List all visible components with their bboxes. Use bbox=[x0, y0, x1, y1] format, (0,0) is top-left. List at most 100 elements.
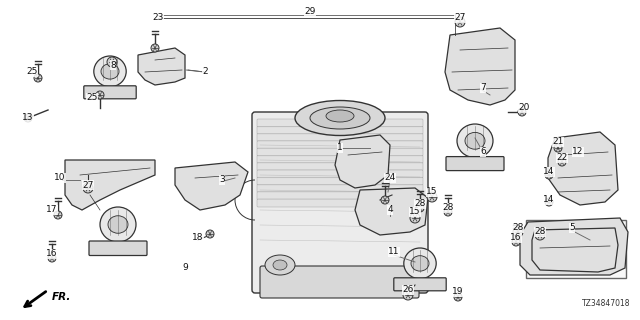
Circle shape bbox=[54, 211, 62, 219]
Circle shape bbox=[381, 196, 389, 204]
Circle shape bbox=[96, 91, 104, 99]
Circle shape bbox=[554, 144, 562, 152]
Ellipse shape bbox=[273, 260, 287, 270]
Text: 25: 25 bbox=[26, 68, 38, 76]
Text: 23: 23 bbox=[152, 13, 164, 22]
Text: 18: 18 bbox=[192, 234, 204, 243]
FancyBboxPatch shape bbox=[260, 266, 419, 298]
Text: 26: 26 bbox=[403, 285, 413, 294]
Ellipse shape bbox=[326, 110, 354, 122]
Text: 19: 19 bbox=[452, 287, 464, 297]
FancyBboxPatch shape bbox=[394, 278, 446, 291]
Ellipse shape bbox=[101, 64, 119, 79]
Text: 13: 13 bbox=[22, 114, 34, 123]
Circle shape bbox=[545, 171, 553, 179]
Circle shape bbox=[24, 114, 32, 122]
Text: 28: 28 bbox=[414, 199, 426, 209]
Circle shape bbox=[34, 74, 42, 82]
Circle shape bbox=[444, 208, 452, 216]
Text: 14: 14 bbox=[543, 167, 555, 177]
Text: 8: 8 bbox=[110, 60, 116, 69]
Circle shape bbox=[455, 17, 465, 27]
FancyBboxPatch shape bbox=[257, 170, 423, 178]
Circle shape bbox=[83, 183, 93, 193]
FancyBboxPatch shape bbox=[257, 156, 423, 164]
Circle shape bbox=[513, 227, 523, 237]
Text: 28: 28 bbox=[534, 228, 546, 236]
Circle shape bbox=[410, 213, 420, 223]
Ellipse shape bbox=[411, 256, 429, 271]
Circle shape bbox=[416, 204, 424, 212]
Text: 12: 12 bbox=[572, 148, 584, 156]
Text: 28: 28 bbox=[512, 223, 524, 233]
Ellipse shape bbox=[100, 207, 136, 242]
Text: 21: 21 bbox=[552, 138, 564, 147]
Ellipse shape bbox=[94, 56, 126, 87]
Polygon shape bbox=[445, 28, 515, 105]
Circle shape bbox=[427, 192, 437, 202]
FancyBboxPatch shape bbox=[257, 177, 423, 185]
Text: 25: 25 bbox=[86, 93, 98, 102]
FancyBboxPatch shape bbox=[257, 141, 423, 149]
FancyBboxPatch shape bbox=[526, 220, 626, 278]
FancyBboxPatch shape bbox=[257, 192, 423, 200]
Polygon shape bbox=[138, 48, 185, 85]
FancyBboxPatch shape bbox=[257, 126, 423, 134]
Text: 10: 10 bbox=[54, 173, 66, 182]
Ellipse shape bbox=[108, 216, 128, 233]
Ellipse shape bbox=[310, 107, 370, 129]
Text: 27: 27 bbox=[454, 13, 466, 22]
Circle shape bbox=[512, 238, 520, 246]
Text: 6: 6 bbox=[480, 148, 486, 156]
FancyBboxPatch shape bbox=[446, 156, 504, 171]
Circle shape bbox=[48, 254, 56, 262]
Text: 20: 20 bbox=[518, 103, 530, 113]
Ellipse shape bbox=[295, 100, 385, 135]
Text: 11: 11 bbox=[388, 247, 400, 257]
Text: 27: 27 bbox=[83, 180, 93, 189]
Circle shape bbox=[545, 198, 553, 206]
Ellipse shape bbox=[465, 132, 485, 149]
Text: 4: 4 bbox=[387, 205, 393, 214]
Text: TZ34847018: TZ34847018 bbox=[582, 299, 630, 308]
Text: 29: 29 bbox=[304, 7, 316, 17]
Circle shape bbox=[454, 293, 462, 301]
FancyBboxPatch shape bbox=[252, 112, 428, 293]
FancyBboxPatch shape bbox=[257, 148, 423, 156]
Ellipse shape bbox=[404, 248, 436, 279]
FancyBboxPatch shape bbox=[84, 86, 136, 99]
FancyBboxPatch shape bbox=[257, 163, 423, 171]
Text: 14: 14 bbox=[543, 196, 555, 204]
Ellipse shape bbox=[265, 255, 295, 275]
Text: 17: 17 bbox=[46, 205, 58, 214]
Text: 22: 22 bbox=[556, 154, 568, 163]
Text: 15: 15 bbox=[409, 207, 420, 217]
Circle shape bbox=[107, 57, 117, 67]
Polygon shape bbox=[548, 132, 618, 205]
FancyBboxPatch shape bbox=[89, 241, 147, 255]
Text: 1: 1 bbox=[337, 143, 343, 153]
Circle shape bbox=[535, 230, 545, 240]
FancyBboxPatch shape bbox=[257, 133, 423, 141]
Polygon shape bbox=[65, 160, 155, 210]
Polygon shape bbox=[335, 135, 390, 188]
Text: 7: 7 bbox=[480, 84, 486, 92]
Text: 5: 5 bbox=[569, 223, 575, 233]
Text: 15: 15 bbox=[426, 188, 438, 196]
Text: 3: 3 bbox=[219, 175, 225, 185]
Text: 24: 24 bbox=[385, 173, 396, 182]
FancyBboxPatch shape bbox=[257, 119, 423, 127]
Circle shape bbox=[206, 230, 214, 238]
FancyBboxPatch shape bbox=[257, 184, 423, 192]
FancyBboxPatch shape bbox=[257, 199, 423, 207]
Circle shape bbox=[403, 290, 413, 300]
Ellipse shape bbox=[457, 124, 493, 158]
Text: FR.: FR. bbox=[52, 292, 72, 302]
Circle shape bbox=[518, 108, 526, 116]
Polygon shape bbox=[175, 162, 248, 210]
Polygon shape bbox=[520, 218, 628, 275]
Polygon shape bbox=[355, 188, 428, 235]
Text: 9: 9 bbox=[182, 263, 188, 273]
Text: 28: 28 bbox=[442, 204, 454, 212]
Text: 16: 16 bbox=[510, 234, 522, 243]
